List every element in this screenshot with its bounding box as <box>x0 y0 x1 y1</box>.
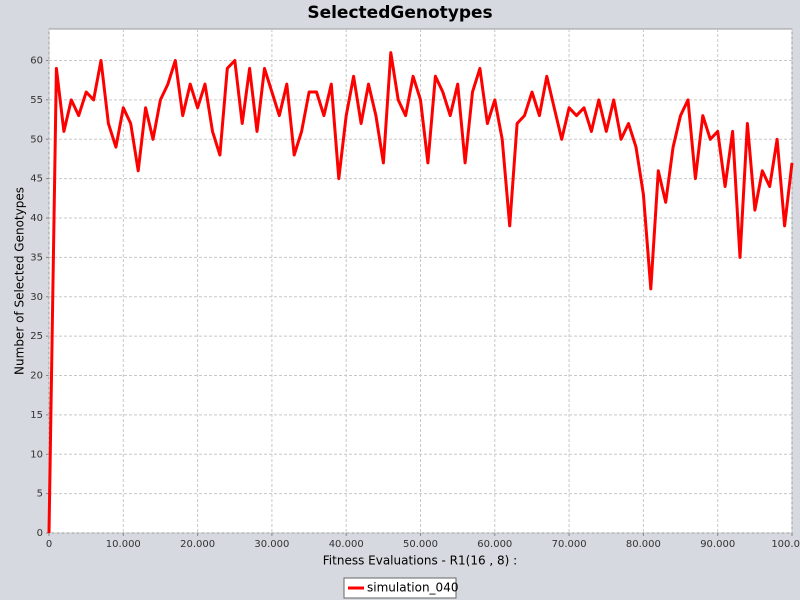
y-tick-label: 55 <box>30 95 43 106</box>
x-tick-label: 70.000 <box>552 539 587 550</box>
x-tick-label: 20.000 <box>180 539 215 550</box>
y-tick-label: 0 <box>37 528 43 539</box>
x-tick-label: 80.000 <box>626 539 661 550</box>
y-tick-label: 15 <box>30 410 43 421</box>
x-tick-label: 50.000 <box>403 539 438 550</box>
legend-label: simulation_040 <box>367 581 458 595</box>
chart-title: SelectedGenotypes <box>307 3 492 23</box>
y-tick-label: 25 <box>30 331 43 342</box>
y-tick-label: 10 <box>30 449 43 460</box>
x-tick-label: 100.000 <box>771 539 800 550</box>
y-tick-label: 40 <box>30 213 43 224</box>
x-tick-label: 40.000 <box>329 539 364 550</box>
x-tick-label: 90.000 <box>700 539 735 550</box>
series-line <box>47 51 794 534</box>
x-tick-label: 30.000 <box>254 539 289 550</box>
y-axis-label: Number of Selected Genotypes <box>13 187 27 375</box>
legend <box>343 577 457 599</box>
y-tick-label: 30 <box>30 292 43 303</box>
y-tick-label: 50 <box>30 134 43 145</box>
y-tick-label: 20 <box>30 371 43 382</box>
y-tick-label: 5 <box>37 489 43 500</box>
x-axis-label: Fitness Evaluations - R1(16 , 8) : <box>323 554 517 568</box>
y-tick-label: 60 <box>30 56 43 67</box>
x-tick-label: 10.000 <box>106 539 141 550</box>
y-tick-label: 45 <box>30 174 43 185</box>
y-tick-label: 35 <box>30 252 43 263</box>
x-tick-label: 60.000 <box>477 539 512 550</box>
x-tick-label: 0 <box>46 539 52 550</box>
